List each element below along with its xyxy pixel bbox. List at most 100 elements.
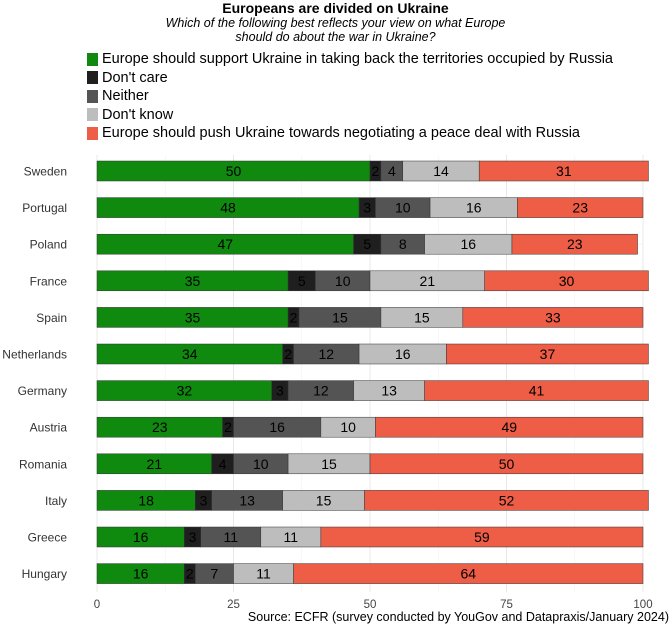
data-label: 15	[321, 456, 337, 472]
legend-swatch	[87, 126, 98, 140]
data-label: 15	[414, 309, 430, 325]
data-label: 5	[298, 273, 306, 289]
legend-swatch	[87, 108, 98, 122]
data-label: 33	[545, 309, 561, 325]
data-label: 23	[572, 200, 588, 216]
x-tick-label: 0	[94, 599, 100, 611]
category-label: France	[30, 274, 68, 288]
data-label: 31	[556, 163, 572, 179]
x-tick-label: 25	[227, 599, 240, 611]
data-label: 3	[276, 383, 284, 399]
legend-swatch	[87, 52, 98, 66]
legend-item: Don't care	[87, 69, 613, 88]
data-label: 10	[253, 456, 269, 472]
data-label: 48	[220, 200, 236, 216]
category-label: Germany	[18, 384, 67, 398]
category-label: Netherlands	[2, 348, 67, 362]
data-label: 2	[224, 419, 232, 435]
x-tick-label: 75	[500, 599, 513, 611]
legend: Europe should support Ukraine in taking …	[87, 50, 613, 143]
data-label: 14	[433, 163, 449, 179]
x-tick-label: 100	[633, 599, 652, 611]
category-label: Hungary	[22, 567, 67, 581]
data-label: 30	[559, 273, 575, 289]
legend-label: Neither	[102, 88, 149, 105]
data-label: 49	[501, 419, 517, 435]
category-label: Spain	[36, 311, 67, 325]
data-label: 16	[466, 200, 482, 216]
bar-segment	[424, 380, 649, 401]
data-label: 11	[223, 529, 238, 545]
bar-segment	[484, 270, 649, 292]
data-label: 23	[152, 419, 168, 435]
data-label: 2	[186, 566, 194, 582]
data-label: 2	[290, 309, 298, 325]
data-label: 16	[133, 566, 149, 582]
bar-segment	[320, 526, 644, 548]
bar-segment	[478, 160, 649, 182]
category-label: Sweden	[24, 165, 67, 179]
data-label: 16	[133, 529, 149, 545]
data-label: 47	[218, 236, 234, 252]
bar-segment	[446, 343, 649, 365]
data-label: 3	[363, 200, 371, 216]
bar-segment	[369, 453, 644, 475]
bar-segment	[364, 490, 649, 511]
legend-item: Europe should support Ukraine in taking …	[87, 50, 613, 69]
data-label: 32	[177, 383, 193, 399]
data-label: 16	[395, 346, 411, 362]
data-label: 8	[399, 236, 407, 252]
legend-label: Don't care	[102, 69, 168, 86]
data-label: 3	[200, 492, 208, 508]
bar-segment	[511, 233, 638, 255]
data-label: 34	[182, 346, 198, 362]
data-label: 59	[474, 529, 490, 545]
legend-label: Europe should push Ukraine towards negot…	[102, 125, 580, 142]
data-label: 10	[395, 200, 411, 216]
bar-segment	[375, 416, 644, 438]
data-label: 11	[284, 529, 299, 545]
legend-item: Don't know	[87, 106, 613, 125]
chart-title: Europeans are divided on Ukraine	[222, 0, 449, 16]
data-label: 15	[316, 492, 332, 508]
legend-swatch	[87, 89, 98, 103]
data-label: 12	[319, 346, 335, 362]
category-label: Portugal	[22, 201, 67, 215]
data-label: 16	[460, 236, 476, 252]
category-label: Greece	[28, 531, 68, 545]
bar-segment	[517, 197, 644, 218]
data-label: 35	[185, 273, 201, 289]
data-label: 3	[189, 529, 197, 545]
category-label: Italy	[45, 494, 67, 508]
data-label: 16	[269, 419, 285, 435]
data-label: 37	[540, 346, 556, 362]
legend-item: Europe should push Ukraine towards negot…	[87, 124, 613, 143]
category-label: Austria	[30, 421, 68, 435]
data-label: 5	[363, 236, 371, 252]
data-label: 52	[499, 492, 515, 508]
data-label: 2	[284, 346, 292, 362]
data-label: 13	[239, 492, 255, 508]
data-label: 10	[335, 273, 351, 289]
legend-swatch	[87, 71, 98, 85]
data-label: 50	[226, 163, 242, 179]
data-label: 12	[313, 383, 329, 399]
data-label: 11	[256, 566, 271, 582]
data-label: 4	[219, 456, 227, 472]
data-label: 4	[388, 163, 396, 179]
data-label: 2	[372, 163, 380, 179]
bar-segment	[293, 563, 644, 584]
data-label: 41	[529, 383, 545, 399]
data-label: 7	[210, 566, 218, 582]
legend-item: Neither	[87, 87, 613, 106]
data-label: 21	[420, 273, 436, 289]
category-label: Romania	[19, 457, 67, 471]
bar-segment	[462, 307, 644, 328]
category-label: Poland	[30, 238, 67, 252]
data-label: 15	[332, 309, 348, 325]
data-label: 50	[499, 456, 515, 472]
data-label: 21	[147, 456, 163, 472]
legend-label: Don't know	[102, 106, 174, 123]
data-label: 18	[138, 492, 154, 508]
